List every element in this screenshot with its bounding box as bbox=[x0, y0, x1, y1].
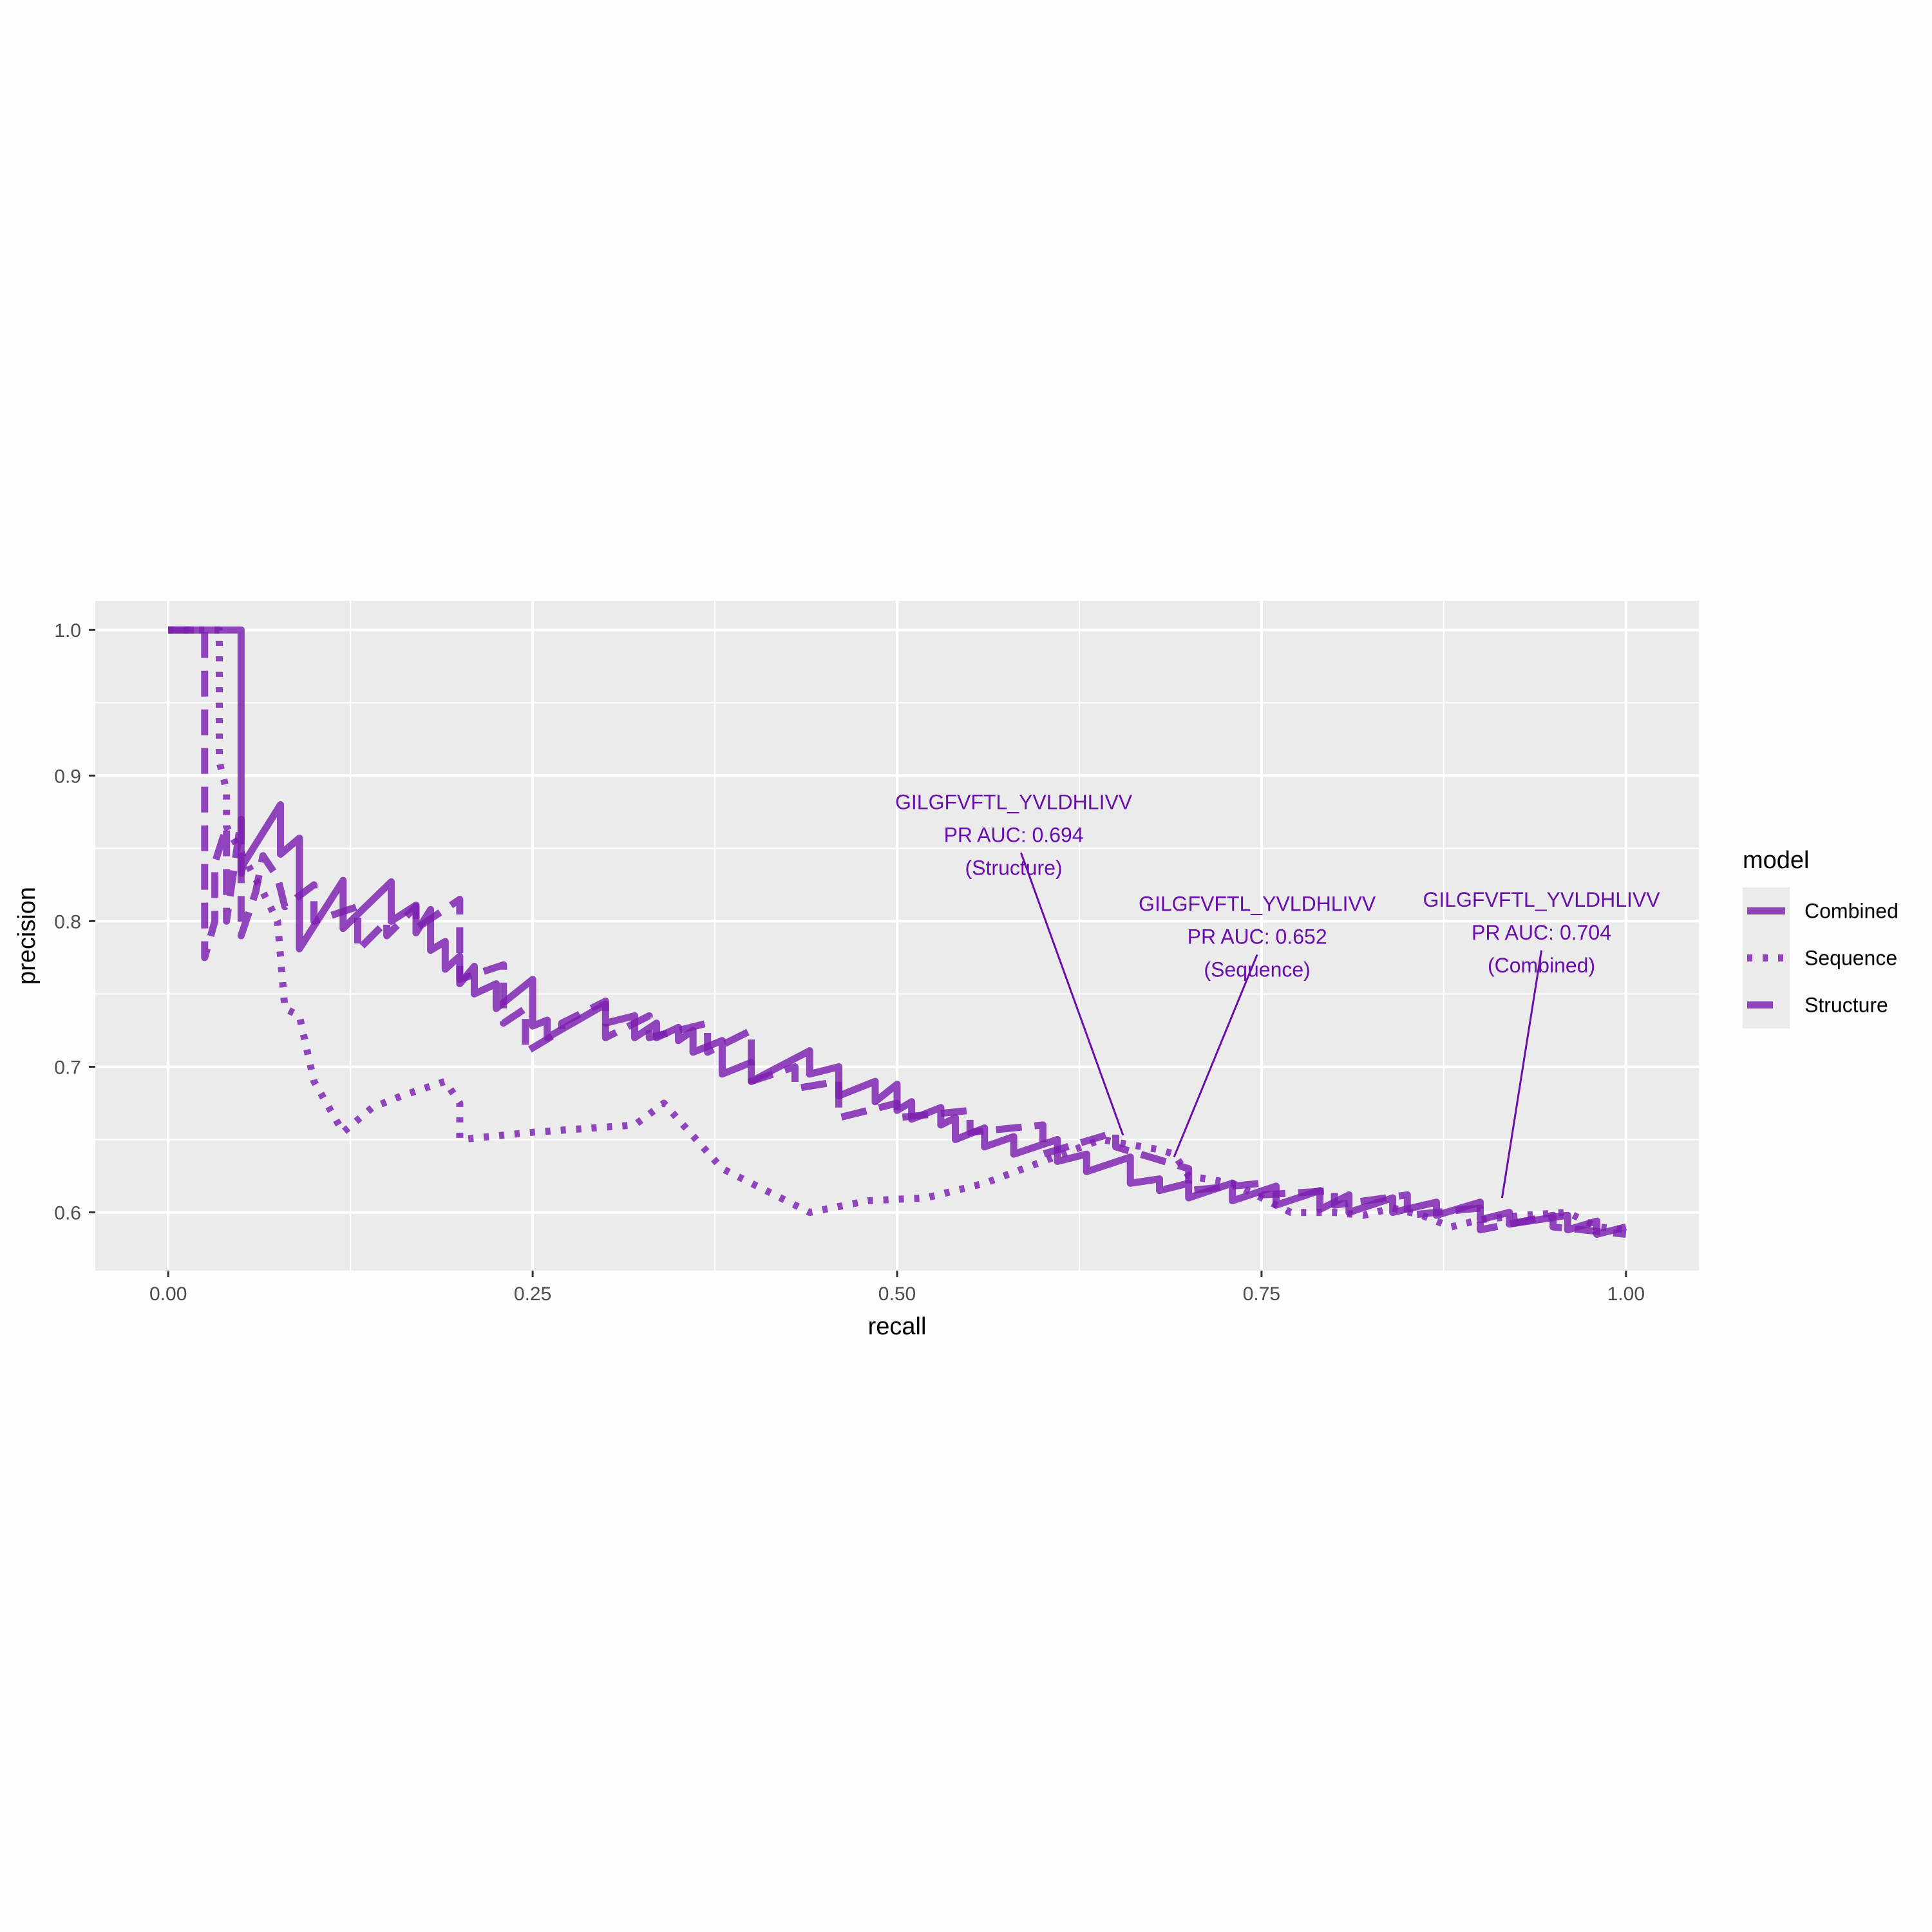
annotation-text: (Structure) bbox=[965, 856, 1063, 879]
annotation-text: GILGFVFTL_YVLDHLIVV bbox=[1423, 888, 1660, 911]
x-tick-label: 0.00 bbox=[149, 1283, 187, 1305]
annotation-text: PR AUC: 0.704 bbox=[1472, 921, 1611, 944]
legend: model Combined Sequence Structure bbox=[1743, 847, 1899, 1028]
legend-label: Structure bbox=[1804, 994, 1888, 1017]
annotation-text: GILGFVFTL_YVLDHLIVV bbox=[1139, 893, 1376, 916]
y-tick-label: 0.8 bbox=[54, 911, 81, 933]
y-tick-label: 0.9 bbox=[54, 766, 81, 787]
legend-label: Sequence bbox=[1804, 947, 1897, 970]
major-gridlines bbox=[95, 601, 1699, 1271]
y-tick-label: 0.6 bbox=[54, 1203, 81, 1224]
x-tick-label: 1.00 bbox=[1607, 1283, 1645, 1305]
legend-title: model bbox=[1743, 847, 1810, 874]
series-line-sequence bbox=[168, 626, 1627, 1234]
annotation-leader-line bbox=[1501, 950, 1543, 1198]
series-line-structure bbox=[168, 626, 1627, 1238]
y-axis: 0.6 0.7 0.8 0.9 1.0 bbox=[54, 620, 95, 1224]
legend-label: Combined bbox=[1804, 900, 1899, 923]
y-axis-title: precision bbox=[14, 887, 41, 985]
annotation-text: GILGFVFTL_YVLDHLIVV bbox=[895, 790, 1133, 813]
annotation-leader-line bbox=[1173, 954, 1258, 1158]
x-tick-label: 0.25 bbox=[514, 1283, 551, 1305]
annotation-text: PR AUC: 0.652 bbox=[1188, 925, 1327, 949]
y-tick-label: 0.7 bbox=[54, 1057, 81, 1078]
x-tick-label: 0.50 bbox=[878, 1283, 916, 1305]
annotation-text: (Combined) bbox=[1488, 954, 1595, 977]
annotation-text: PR AUC: 0.694 bbox=[944, 823, 1084, 846]
y-tick-label: 1.0 bbox=[54, 620, 81, 641]
annotations: GILGFVFTL_YVLDHLIVV PR AUC: 0.694 (Structu… bbox=[895, 790, 1660, 1198]
x-tick-label: 0.75 bbox=[1243, 1283, 1280, 1305]
annotation-text: (Sequence) bbox=[1204, 958, 1310, 981]
series-lines bbox=[168, 626, 1627, 1238]
x-axis-title: recall bbox=[868, 1313, 927, 1340]
annotation-leader-line bbox=[1019, 852, 1124, 1136]
x-axis: 0.00 0.25 0.50 0.75 1.00 bbox=[149, 1271, 1645, 1305]
